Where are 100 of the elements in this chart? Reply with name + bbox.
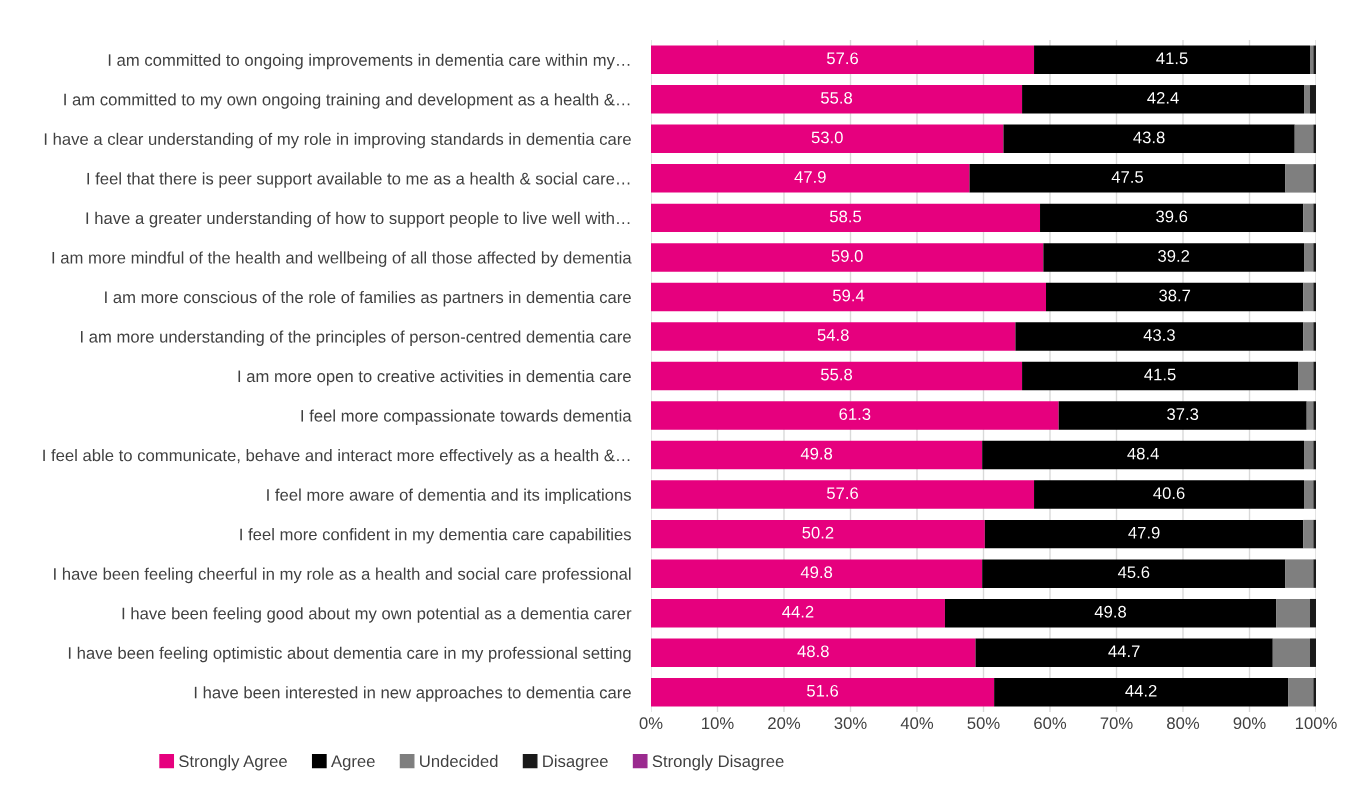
- bar: [944, 598, 1277, 628]
- bar: [651, 85, 1023, 114]
- data-label: 37.3: [1167, 408, 1199, 420]
- bar: [1313, 559, 1316, 588]
- data-label: 47.5: [1111, 171, 1143, 183]
- bar: [1313, 282, 1316, 312]
- data-label: 58.5: [829, 210, 862, 223]
- bar: [1034, 45, 1311, 74]
- bar: [651, 45, 1035, 74]
- bar: [1310, 638, 1316, 667]
- data-label: 49.8: [800, 447, 833, 460]
- bar: [1303, 282, 1314, 312]
- y-tick-label: I am more mindful of the health and wellbeing of all those affected by dementia: [52, 251, 632, 267]
- x-tick-label: 100%: [1295, 717, 1337, 730]
- data-label: 53.0: [811, 131, 843, 144]
- bar: [1276, 598, 1311, 628]
- bar: [1310, 598, 1316, 628]
- bar: [651, 361, 1023, 391]
- bar: [1313, 203, 1316, 233]
- bar: [984, 519, 1304, 549]
- bar: [1304, 85, 1311, 114]
- y-tick-label: I have been feeling optimistic about dementia care in my professional setting: [68, 646, 631, 663]
- bar: [1303, 322, 1314, 351]
- data-label: 41.5: [1156, 52, 1188, 65]
- bar: [982, 440, 1305, 470]
- x-tick-label: 0%: [639, 717, 663, 730]
- y-tick-label: I am more conscious of the role of families as partners in dementia care: [105, 290, 631, 307]
- y-tick-label: I have been feeling good about my own potential as a dementia carer: [122, 607, 632, 623]
- bar: [1306, 401, 1314, 430]
- bar: [1272, 638, 1311, 667]
- y-tick-label: I feel more compassionate towards dementia: [301, 409, 632, 426]
- data-label: 44.2: [782, 605, 814, 618]
- bar: [1303, 203, 1314, 233]
- bar: [1313, 401, 1316, 430]
- bar: [651, 322, 1016, 351]
- data-label: 47.9: [1128, 526, 1160, 539]
- x-tick-label: 60%: [1034, 717, 1067, 730]
- data-label: 41.5: [1144, 368, 1176, 381]
- x-tick-label: 20%: [768, 717, 801, 730]
- bar: [1034, 480, 1305, 509]
- bar: [651, 124, 1004, 154]
- data-label: 44.2: [1125, 684, 1157, 697]
- data-label: 49.8: [800, 566, 833, 579]
- bar: [1304, 243, 1314, 272]
- y-tick-label: I feel able to communicate, behave and interact more effectively as a health &…: [43, 449, 630, 465]
- data-label: 48.8: [797, 645, 829, 658]
- bar: [1015, 322, 1304, 351]
- data-label: 48.4: [1127, 447, 1159, 460]
- data-label: 40.6: [1153, 487, 1185, 500]
- data-label: 61.3: [839, 408, 871, 420]
- legend-label: Strongly Agree: [179, 754, 287, 771]
- data-label: 49.8: [1094, 605, 1127, 618]
- bar: [975, 638, 1273, 667]
- bar: [1313, 322, 1316, 351]
- bar: [651, 401, 1059, 430]
- bar: [1313, 678, 1316, 707]
- data-label: 51.6: [807, 684, 839, 697]
- y-tick-label: I am more understanding of the principles of person-centred dementia care: [80, 330, 631, 346]
- data-label: 38.7: [1159, 289, 1191, 302]
- x-tick-label: 40%: [900, 717, 934, 730]
- bar: [1313, 519, 1316, 549]
- legend-label: Undecided: [420, 754, 498, 768]
- data-label: 57.6: [826, 487, 859, 500]
- x-tick-label: 70%: [1100, 717, 1133, 730]
- data-label: 50.2: [802, 526, 834, 539]
- data-label: 47.9: [794, 171, 826, 183]
- bar: [1313, 164, 1316, 193]
- y-tick-label: I have been feeling cheerful in my role as a health and social care professional: [54, 567, 631, 584]
- bar: [969, 164, 1286, 193]
- data-label: 39.2: [1158, 250, 1190, 262]
- bar: [1294, 124, 1314, 154]
- data-label: 59.0: [831, 250, 863, 262]
- bar: [1046, 282, 1304, 312]
- x-tick-label: 30%: [834, 717, 867, 730]
- y-tick-label: I feel more confident in my dementia care capabilities: [240, 528, 631, 544]
- bar: [1304, 480, 1314, 509]
- bar: [651, 440, 983, 470]
- bar: [651, 598, 945, 628]
- data-label: 57.6: [826, 52, 859, 65]
- data-label: 54.8: [817, 329, 849, 341]
- bar: [651, 559, 983, 588]
- bar: [1313, 361, 1316, 391]
- bar: [1313, 480, 1316, 509]
- bar: [1313, 440, 1316, 470]
- x-tick-label: 80%: [1167, 717, 1200, 730]
- bar: [1313, 124, 1316, 154]
- bar: [982, 559, 1286, 588]
- y-tick-label: I have a clear understanding of my role in improving standards in dementia care: [44, 132, 631, 149]
- legend-label: Agree: [331, 755, 375, 771]
- bar: [1313, 243, 1316, 272]
- x-tick-label: 10%: [702, 717, 734, 730]
- bar: [651, 519, 985, 549]
- legend-label: Strongly Disagree: [652, 754, 784, 771]
- bar: [994, 678, 1289, 707]
- data-label: 43.8: [1133, 131, 1165, 144]
- data-label: 55.8: [820, 368, 853, 381]
- bar: [1022, 361, 1299, 391]
- data-label: 42.4: [1147, 91, 1179, 104]
- y-tick-label: I have a greater understanding of how to support people to live well with…: [86, 211, 630, 228]
- bar: [1285, 164, 1314, 193]
